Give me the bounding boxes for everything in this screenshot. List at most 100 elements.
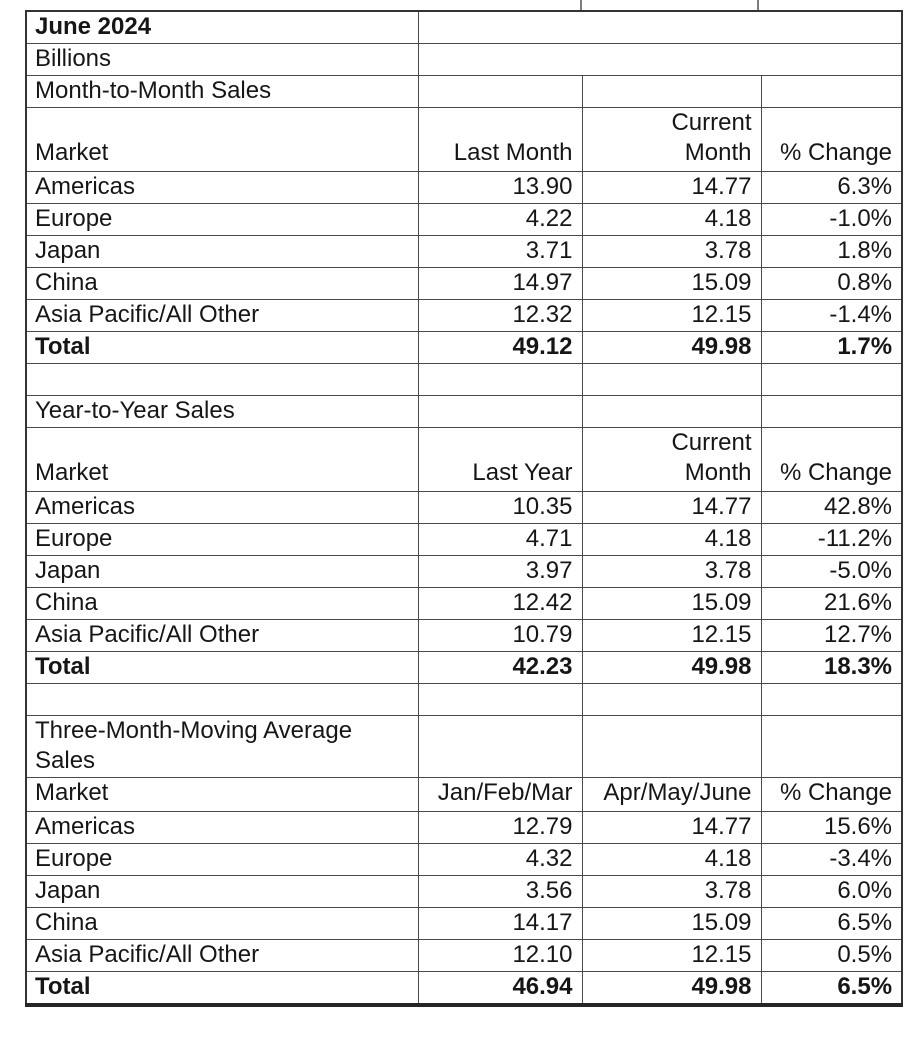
unit-row: Billions	[25, 43, 903, 76]
column-header-change: % Change	[760, 107, 903, 172]
total-pct-cell: 1.7%	[760, 331, 903, 364]
prev-value-cell: 4.22	[417, 203, 583, 236]
total-prev-cell: 46.94	[417, 971, 583, 1006]
market-name-cell: Americas	[25, 491, 419, 524]
pct-change-cell: 0.5%	[760, 939, 903, 972]
column-header-prev: Jan/Feb/Mar	[417, 777, 583, 812]
table-row: Europe 4.32 4.18 -3.4%	[25, 843, 903, 876]
section-heading: Three-Month-Moving Average Sales	[25, 715, 419, 778]
market-name-cell: Europe	[25, 523, 419, 556]
table-row: China 12.42 15.09 21.6%	[25, 587, 903, 620]
market-name-cell: Americas	[25, 171, 419, 204]
empty-cell	[581, 363, 762, 396]
table-row: Americas 12.79 14.77 15.6%	[25, 811, 903, 844]
total-label-cell: Total	[25, 331, 419, 364]
pct-change-cell: -1.4%	[760, 299, 903, 332]
curr-value-cell: 12.15	[581, 299, 762, 332]
table-row: Asia Pacific/All Other 10.79 12.15 12.7%	[25, 619, 903, 652]
empty-cell	[417, 75, 583, 108]
table-row: China 14.17 15.09 6.5%	[25, 907, 903, 940]
empty-cell	[581, 715, 762, 778]
prev-value-cell: 10.79	[417, 619, 583, 652]
title-row: June 2024	[25, 10, 903, 44]
header-row: Market Last Month Current Month % Change	[25, 107, 903, 172]
prev-value-cell: 10.35	[417, 491, 583, 524]
prev-value-cell: 4.32	[417, 843, 583, 876]
sales-table: June 2024 Billions Month-to-Month Sales …	[25, 10, 904, 1007]
table-row: Japan 3.97 3.78 -5.0%	[25, 555, 903, 588]
total-row: Total 46.94 49.98 6.5%	[25, 971, 903, 1006]
table-row: Americas 13.90 14.77 6.3%	[25, 171, 903, 204]
empty-cell	[760, 395, 903, 428]
curr-value-cell: 14.77	[581, 171, 762, 204]
curr-value-cell: 14.77	[581, 811, 762, 844]
pct-change-cell: -11.2%	[760, 523, 903, 556]
market-name-cell: Asia Pacific/All Other	[25, 939, 419, 972]
market-name-cell: Europe	[25, 843, 419, 876]
pct-change-cell: -1.0%	[760, 203, 903, 236]
report-month-title: June 2024	[25, 10, 419, 44]
section-heading-row: Year-to-Year Sales	[25, 395, 903, 428]
column-header-curr: Current Month	[581, 107, 762, 172]
table-row: Asia Pacific/All Other 12.32 12.15 -1.4%	[25, 299, 903, 332]
empty-cell	[760, 683, 903, 716]
market-name-cell: Asia Pacific/All Other	[25, 619, 419, 652]
pct-change-cell: -3.4%	[760, 843, 903, 876]
total-pct-cell: 18.3%	[760, 651, 903, 684]
column-header-market: Market	[25, 107, 419, 172]
column-header-change: % Change	[760, 777, 903, 812]
empty-cell	[417, 43, 903, 76]
table-row: China 14.97 15.09 0.8%	[25, 267, 903, 300]
curr-value-cell: 14.77	[581, 491, 762, 524]
curr-value-cell: 3.78	[581, 235, 762, 268]
total-label-cell: Total	[25, 971, 419, 1006]
pct-change-cell: 6.5%	[760, 907, 903, 940]
prev-value-cell: 12.42	[417, 587, 583, 620]
table-row: Japan 3.71 3.78 1.8%	[25, 235, 903, 268]
prev-value-cell: 12.79	[417, 811, 583, 844]
header-row: Market Last Year Current Month % Change	[25, 427, 903, 492]
prev-value-cell: 4.71	[417, 523, 583, 556]
total-row: Total 49.12 49.98 1.7%	[25, 331, 903, 364]
curr-value-cell: 12.15	[581, 939, 762, 972]
total-row: Total 42.23 49.98 18.3%	[25, 651, 903, 684]
prev-value-cell: 12.32	[417, 299, 583, 332]
empty-cell	[417, 10, 903, 44]
header-row: Market Jan/Feb/Mar Apr/May/June % Change	[25, 777, 903, 812]
pct-change-cell: 0.8%	[760, 267, 903, 300]
blank-row	[25, 683, 903, 716]
crop-artifact-tick	[757, 0, 759, 10]
pct-change-cell: 42.8%	[760, 491, 903, 524]
market-name-cell: Japan	[25, 555, 419, 588]
market-name-cell: Japan	[25, 235, 419, 268]
market-name-cell: China	[25, 587, 419, 620]
column-header-prev: Last Month	[417, 107, 583, 172]
pct-change-cell: 15.6%	[760, 811, 903, 844]
table-row: Europe 4.71 4.18 -11.2%	[25, 523, 903, 556]
section-heading: Month-to-Month Sales	[25, 75, 419, 108]
total-curr-cell: 49.98	[581, 971, 762, 1006]
total-label-cell: Total	[25, 651, 419, 684]
curr-value-cell: 4.18	[581, 203, 762, 236]
market-name-cell: Asia Pacific/All Other	[25, 299, 419, 332]
empty-cell	[417, 363, 583, 396]
column-header-curr: Apr/May/June	[581, 777, 762, 812]
curr-value-cell: 3.78	[581, 875, 762, 908]
pct-change-cell: -5.0%	[760, 555, 903, 588]
pct-change-cell: 12.7%	[760, 619, 903, 652]
pct-change-cell: 6.0%	[760, 875, 903, 908]
curr-value-cell: 3.78	[581, 555, 762, 588]
total-prev-cell: 42.23	[417, 651, 583, 684]
empty-cell	[25, 683, 419, 716]
market-name-cell: Japan	[25, 875, 419, 908]
table-row: Asia Pacific/All Other 12.10 12.15 0.5%	[25, 939, 903, 972]
market-name-cell: China	[25, 267, 419, 300]
unit-label: Billions	[25, 43, 419, 76]
empty-cell	[760, 715, 903, 778]
prev-value-cell: 14.97	[417, 267, 583, 300]
empty-cell	[760, 75, 903, 108]
empty-cell	[760, 363, 903, 396]
column-header-curr: Current Month	[581, 427, 762, 492]
total-curr-cell: 49.98	[581, 331, 762, 364]
prev-value-cell: 14.17	[417, 907, 583, 940]
